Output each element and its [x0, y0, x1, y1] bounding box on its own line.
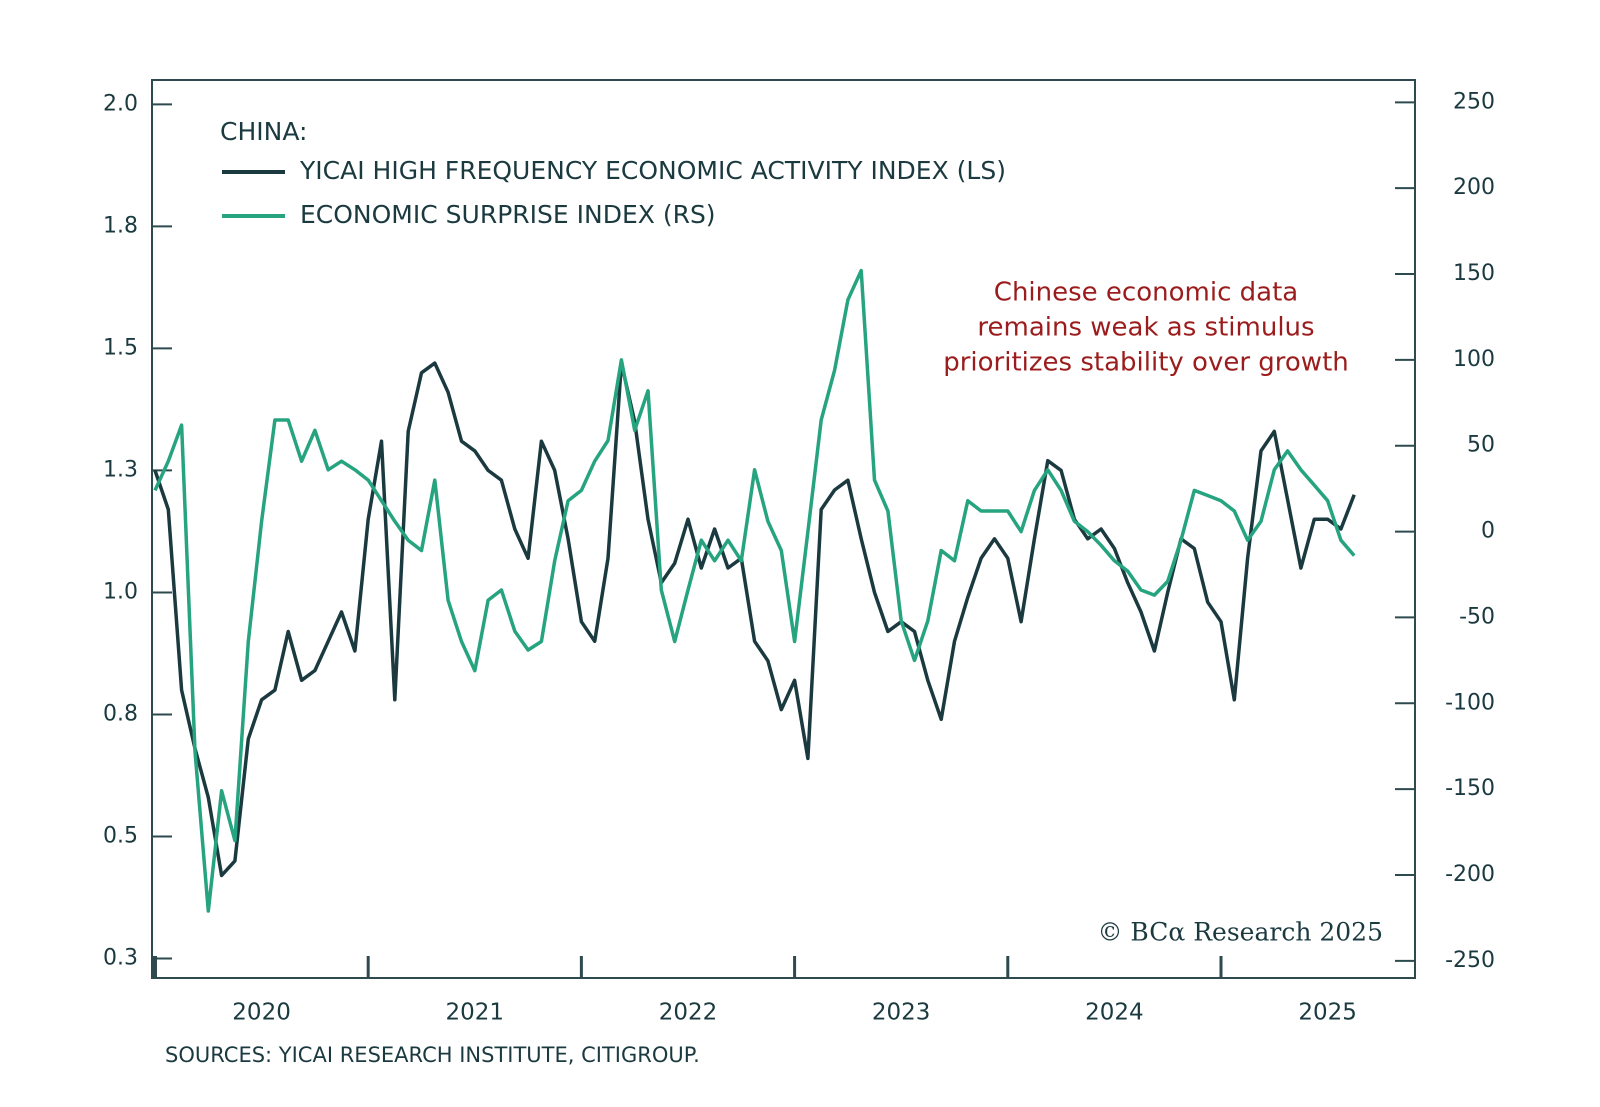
y2-tick-label: 150 — [1453, 261, 1495, 286]
x-tick-label: 2023 — [872, 1000, 931, 1026]
y-tick-label: 0.5 — [103, 823, 138, 848]
annotation: Chinese economic data — [994, 278, 1298, 308]
y-tick-label: 0.3 — [103, 945, 138, 970]
y2-tick-label: -250 — [1445, 948, 1495, 973]
y-tick-label: 2.0 — [103, 91, 138, 116]
y2-tick-label: 50 — [1467, 433, 1495, 458]
copyright: © BCα Research 2025 — [1097, 918, 1383, 947]
y2-tick-label: -100 — [1445, 690, 1495, 715]
legend-label: ECONOMIC SURPRISE INDEX (RS) — [300, 200, 716, 229]
y-tick-label: 1.3 — [103, 457, 138, 482]
legend-label: YICAI HIGH FREQUENCY ECONOMIC ACTIVITY I… — [299, 156, 1006, 185]
source-note: SOURCES: YICAI RESEARCH INSTITUTE, CITIG… — [165, 1043, 700, 1067]
y2-tick-label: 200 — [1453, 175, 1495, 200]
series-line — [153, 268, 1356, 913]
y2-tick-label: -200 — [1445, 862, 1495, 887]
series-line — [153, 361, 1356, 878]
y2-tick-label: 100 — [1453, 347, 1495, 372]
y-tick-label: 1.0 — [103, 579, 138, 604]
y2-tick-label: -150 — [1445, 776, 1495, 801]
x-tick-label: 2022 — [659, 1000, 718, 1026]
x-tick-label: 2021 — [446, 1000, 505, 1026]
y2-tick-label: -50 — [1459, 604, 1495, 629]
x-tick-label: 2025 — [1298, 1000, 1357, 1026]
y-tick-label: 1.8 — [103, 213, 138, 238]
annotation: remains weak as stimulus — [977, 313, 1314, 343]
y2-tick-label: 0 — [1481, 519, 1495, 544]
legend-title: CHINA: — [220, 117, 307, 146]
x-tick-label: 2024 — [1085, 1000, 1144, 1026]
x-tick-label: 2020 — [232, 1000, 291, 1026]
annotation: prioritizes stability over growth — [943, 348, 1349, 378]
y-tick-label: 0.8 — [103, 701, 138, 726]
y2-tick-label: 250 — [1453, 89, 1495, 114]
plot-frame — [151, 79, 1416, 979]
y-tick-label: 1.5 — [103, 335, 138, 360]
